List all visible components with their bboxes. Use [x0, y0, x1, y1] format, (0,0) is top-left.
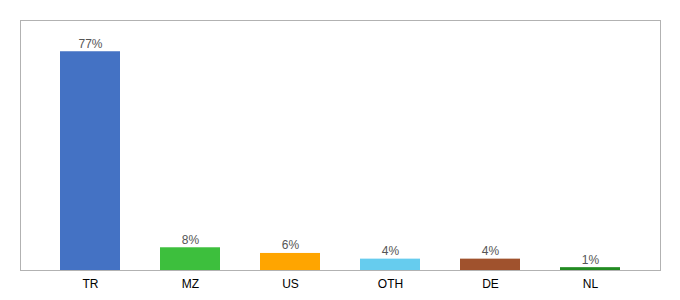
svg-text:1%: 1% [582, 253, 600, 267]
svg-text:OTH: OTH [378, 277, 403, 291]
svg-text:4%: 4% [382, 244, 400, 258]
svg-text:6%: 6% [282, 238, 300, 252]
svg-text:8%: 8% [182, 233, 200, 247]
svg-text:TR: TR [83, 277, 99, 291]
svg-text:DE: DE [482, 277, 499, 291]
svg-text:MZ: MZ [182, 277, 199, 291]
svg-text:NL: NL [583, 277, 599, 291]
svg-text:4%: 4% [482, 244, 500, 258]
svg-text:77%: 77% [78, 37, 102, 51]
svg-text:US: US [282, 277, 299, 291]
